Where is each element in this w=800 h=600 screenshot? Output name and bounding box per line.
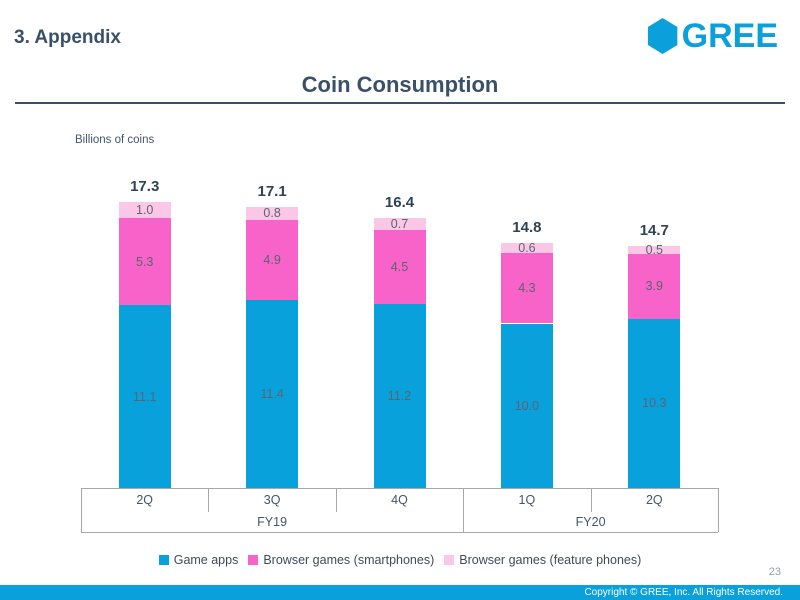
segment-value-label: 3.9 bbox=[645, 279, 663, 294]
bar-segment-0 bbox=[118, 305, 171, 488]
bar-segment-1 bbox=[500, 252, 553, 324]
category-axis-line bbox=[81, 488, 718, 489]
axis-tick-line bbox=[590, 488, 592, 512]
page-title: Coin Consumption bbox=[301, 72, 499, 97]
axis-tick-line bbox=[718, 488, 719, 532]
axis-tick-line bbox=[81, 488, 82, 532]
axis-tick-line bbox=[463, 488, 465, 532]
segment-value-label: 0.5 bbox=[645, 243, 663, 258]
bar-segment-0 bbox=[628, 318, 681, 488]
legend-label: Browser games (smartphones) bbox=[263, 553, 435, 567]
bar-total-label: 17.3 bbox=[130, 177, 160, 195]
bar-segment-2 bbox=[628, 246, 681, 255]
bar-segment-0 bbox=[500, 323, 553, 488]
axis-category-label: 4Q bbox=[391, 493, 408, 507]
segment-value-label: 11.4 bbox=[260, 387, 284, 402]
segment-value-label: 11.1 bbox=[132, 389, 157, 404]
bar-segment-1 bbox=[246, 219, 299, 301]
segment-value-label: 0.7 bbox=[390, 216, 409, 231]
axis-category-label: 1Q bbox=[518, 493, 536, 507]
legend-item: Browser games (smartphones) bbox=[248, 553, 434, 567]
bar-segment-2 bbox=[246, 206, 299, 220]
axis-category-label: 2Q bbox=[645, 493, 663, 507]
axis-category-label: 2Q bbox=[136, 493, 154, 507]
bar-segment-2 bbox=[373, 218, 426, 230]
legend-swatch-icon bbox=[248, 555, 259, 565]
chart-legend: Game apps Browser games (smartphones) Brow… bbox=[0, 549, 800, 571]
gree-logo-text: GREE bbox=[681, 17, 778, 55]
copyright-text: Copyright © GREE, Inc. All Rights Reserv… bbox=[584, 587, 783, 598]
bar-total-label: 17.1 bbox=[257, 182, 287, 200]
legend-label: Browser games (feature phones) bbox=[459, 553, 642, 567]
table-bottom-line bbox=[81, 532, 718, 533]
bar-segment-1 bbox=[118, 218, 171, 306]
bar-segment-0 bbox=[246, 300, 299, 488]
segment-value-label: 4.3 bbox=[518, 281, 536, 296]
segment-value-label: 4.9 bbox=[263, 253, 281, 268]
legend-swatch-icon bbox=[158, 555, 169, 565]
axis-category-label: 3Q bbox=[263, 493, 281, 507]
bar-total-label: 14.8 bbox=[512, 218, 542, 236]
segment-value-label: 0.6 bbox=[518, 240, 536, 255]
segment-value-label: 0.8 bbox=[263, 206, 281, 221]
segment-value-label: 10.3 bbox=[642, 396, 667, 411]
segment-value-label: 10.0 bbox=[514, 398, 540, 413]
segment-value-label: 1.0 bbox=[135, 202, 154, 217]
page-number: 23 bbox=[768, 566, 781, 578]
axis-tick-line bbox=[335, 488, 337, 512]
gree-logo: GREE bbox=[647, 16, 778, 56]
title-underline bbox=[15, 102, 785, 104]
legend-swatch-icon bbox=[444, 555, 455, 565]
bar-segment-2 bbox=[500, 242, 553, 253]
bar-total-label: 16.4 bbox=[384, 194, 415, 212]
legend-item: Browser games (feature phones) bbox=[444, 553, 641, 567]
segment-value-label: 11.2 bbox=[387, 388, 412, 403]
bar-segment-0 bbox=[373, 303, 426, 488]
axis-group-label: FY20 bbox=[575, 515, 606, 529]
section-title: 3. Appendix bbox=[14, 27, 121, 48]
legend-item: Game apps bbox=[158, 553, 239, 567]
bar-segment-2 bbox=[118, 201, 171, 219]
footer-bar: Copyright © GREE, Inc. All Rights Reserv… bbox=[0, 585, 800, 600]
bar-segment-1 bbox=[628, 254, 681, 319]
axis-tick-line bbox=[208, 488, 210, 512]
units-label: Billions of coins bbox=[75, 134, 155, 146]
segment-value-label: 5.3 bbox=[135, 254, 154, 269]
bar-total-label: 14.7 bbox=[639, 222, 669, 240]
legend-label: Game apps bbox=[173, 553, 239, 567]
bar-segment-1 bbox=[373, 229, 426, 304]
axis-group-label: FY19 bbox=[257, 515, 288, 529]
segment-value-label: 4.5 bbox=[390, 259, 409, 274]
